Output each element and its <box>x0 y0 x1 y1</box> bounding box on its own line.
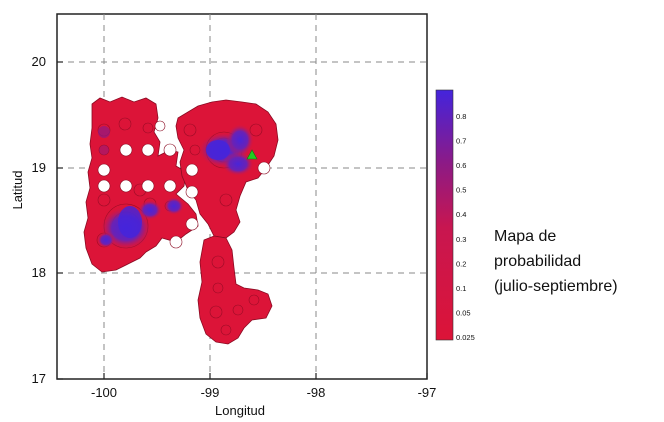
x-tick-label: -100 <box>91 385 117 400</box>
contour-rings <box>96 117 263 336</box>
y-tick-label: 20 <box>32 54 46 69</box>
y-tick-label: 18 <box>32 265 46 280</box>
probability-field <box>83 96 279 345</box>
colorbar-labels: 0.8 0.7 0.6 0.5 0.4 0.3 0.2 0.1 0.05 0.0… <box>456 112 475 342</box>
x-tick-label: -97 <box>418 385 437 400</box>
caption-line: probabilidad <box>494 253 582 270</box>
colorbar-label: 0.3 <box>456 235 466 244</box>
x-tick-label: -99 <box>201 385 220 400</box>
colorbar-label: 0.7 <box>456 137 466 146</box>
y-axis-title: Latitud <box>10 170 25 209</box>
colorbar-label: 0.5 <box>456 186 466 195</box>
y-tick-label: 17 <box>32 371 46 386</box>
high-probability-areas <box>97 124 254 250</box>
colorbar-label: 0.05 <box>456 308 471 317</box>
y-tick-label: 19 <box>32 160 46 175</box>
gridlines <box>57 14 427 379</box>
colorbar <box>435 89 454 341</box>
colorbar-label: 0.4 <box>456 210 466 219</box>
x-tick-label: -98 <box>307 385 326 400</box>
colorbar-label: 0.2 <box>456 259 466 268</box>
data-gaps <box>97 120 271 249</box>
tick-marks <box>57 61 428 380</box>
caption-line: (julio-septiembre) <box>494 278 618 295</box>
colorbar-label: 0.8 <box>456 112 466 121</box>
probability-region-south <box>197 235 273 345</box>
colorbar-label: 0.1 <box>456 284 466 293</box>
colorbar-label: 0.025 <box>456 333 475 342</box>
colorbar-label: 0.6 <box>456 161 466 170</box>
station-marker-triangle <box>246 149 258 160</box>
x-axis-title: Longitud <box>215 403 265 418</box>
caption-line: Mapa de <box>494 228 557 245</box>
plot-frame <box>56 13 428 380</box>
map-caption: Mapa de probabilidad (julio-septiembre) <box>494 224 664 299</box>
